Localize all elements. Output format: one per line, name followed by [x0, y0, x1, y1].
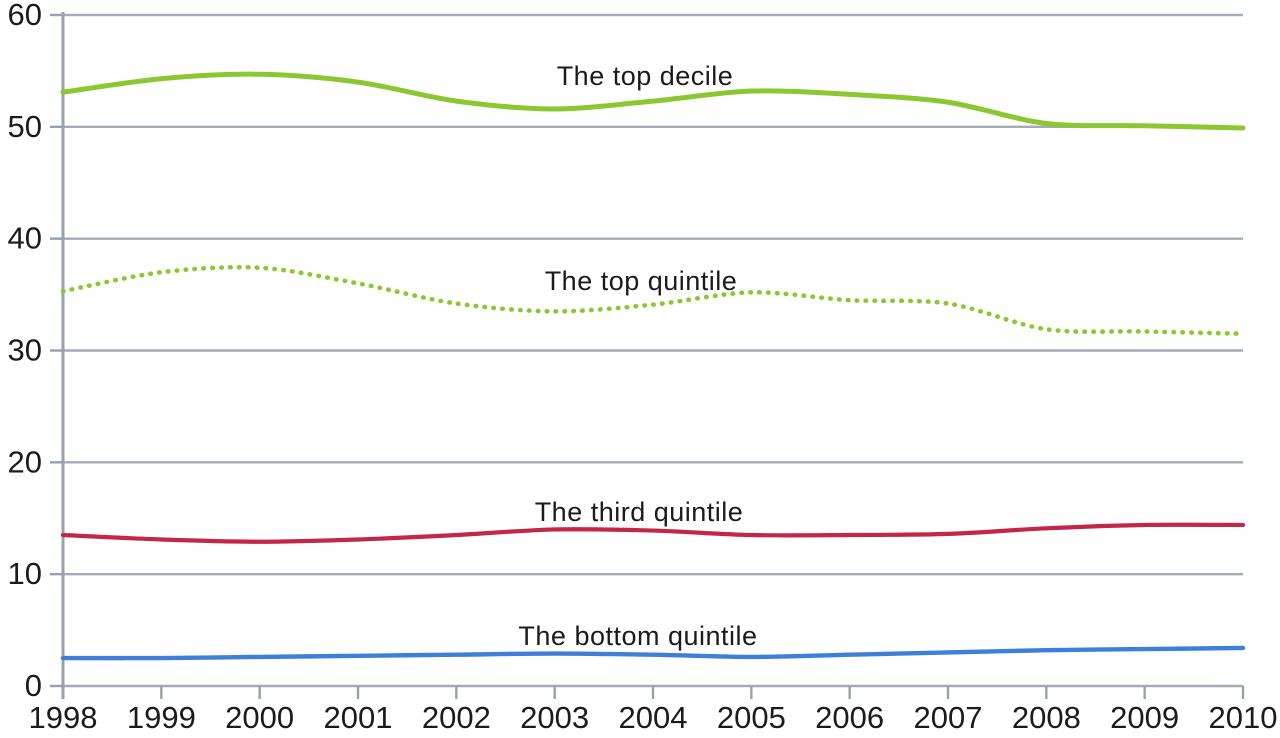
y-axis-tick-label-20: 20: [8, 444, 42, 479]
x-axis-tick-label-2001: 2001: [324, 700, 393, 735]
x-axis-tick-label-1999: 1999: [127, 700, 196, 735]
y-axis-tick-label-60: 60: [8, 0, 42, 32]
y-axis-tick-label-30: 30: [8, 333, 42, 368]
y-axis-tick-label-50: 50: [8, 109, 42, 144]
x-axis-tick-label-1998: 1998: [29, 700, 98, 735]
series-label-the-top-decile: The top decile: [557, 61, 734, 91]
series-label-the-third-quintile: The third quintile: [535, 497, 744, 527]
series-line-the-third-quintile: [60, 522, 1246, 544]
x-axis-tick-label-2000: 2000: [225, 700, 294, 735]
x-axis-tick-label-2002: 2002: [422, 700, 491, 735]
series-line-the-top-quintile: [60, 264, 1246, 337]
series-line-the-top-decile: [60, 71, 1246, 131]
x-axis-tick-label-2006: 2006: [815, 700, 884, 735]
x-axis-tick-label-2005: 2005: [717, 700, 786, 735]
x-axis-tick-label-2004: 2004: [619, 700, 688, 735]
x-axis-tick-label-2009: 2009: [1110, 700, 1179, 735]
y-axis-tick-label-40: 40: [8, 221, 42, 256]
x-axis-tick-label-2003: 2003: [520, 700, 589, 735]
x-axis-tick-label-2010: 2010: [1209, 700, 1278, 735]
y-axis-tick-label-0: 0: [25, 668, 42, 703]
x-axis-tick-label-2008: 2008: [1012, 700, 1081, 735]
x-axis-tick-label-2007: 2007: [914, 700, 983, 735]
series-label-the-top-quintile: The top quintile: [545, 266, 738, 296]
y-axis-tick-label-10: 10: [8, 556, 42, 591]
series-line-the-bottom-quintile: [60, 645, 1246, 661]
series-label-the-bottom-quintile: The bottom quintile: [518, 621, 757, 651]
